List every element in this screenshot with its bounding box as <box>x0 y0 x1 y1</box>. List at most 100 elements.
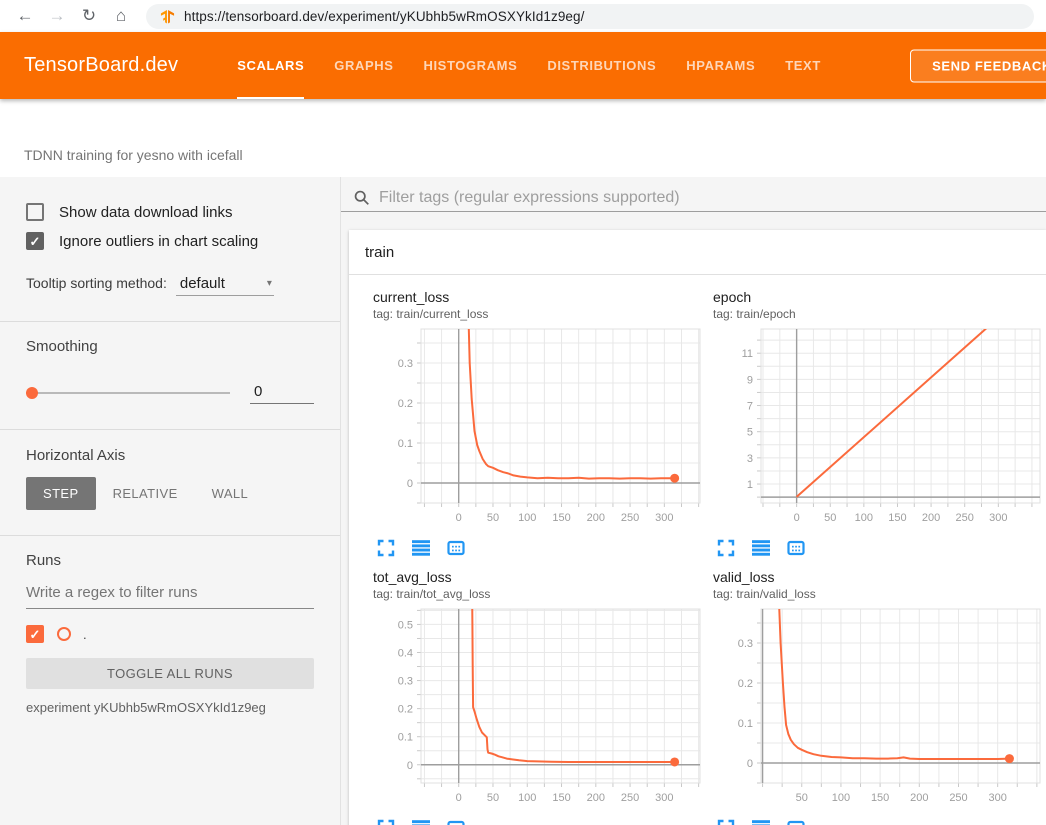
url-text: https://tensorboard.dev/experiment/yKUbh… <box>184 8 585 24</box>
show-download-links-label: Show data download links <box>59 203 233 221</box>
toggle-all-runs-button[interactable]: TOGGLE ALL RUNS <box>26 658 314 689</box>
svg-text:0: 0 <box>407 760 413 772</box>
axis-button-step[interactable]: STEP <box>26 477 96 510</box>
horizontal-axis-buttons: STEP RELATIVE WALL <box>26 477 314 510</box>
svg-text:100: 100 <box>518 512 536 524</box>
svg-text:50: 50 <box>487 792 499 804</box>
forward-icon[interactable]: → <box>48 6 66 25</box>
runs-filter-input[interactable] <box>26 584 314 609</box>
title-bar: TDNN training for yesno with icefall <box>0 99 1046 177</box>
axis-button-wall[interactable]: WALL <box>195 477 266 510</box>
tab-distributions[interactable]: DISTRIBUTIONS <box>547 58 657 73</box>
data-series-icon[interactable] <box>752 819 770 825</box>
svg-text:0.2: 0.2 <box>738 678 753 690</box>
chart-card-tot_avg_loss: tot_avg_loss tag: train/tot_avg_loss 0 50 10… <box>363 569 703 825</box>
back-icon[interactable]: ← <box>16 6 34 25</box>
line-chart[interactable]: 0 50 100 150 200 250 300 0 0.1 0.2 0.3 0.4 0.5 <box>363 605 703 813</box>
line-chart[interactable]: 0 50 100 150 200 250 300 0 0.1 0.2 0.3 <box>363 325 703 533</box>
svg-text:0: 0 <box>407 478 413 490</box>
run-row: ✓. <box>26 625 314 643</box>
expand-chart-icon[interactable] <box>377 819 395 825</box>
chart-title: tot_avg_loss <box>373 569 452 585</box>
svg-text:200: 200 <box>587 512 605 524</box>
line-chart[interactable]: 50 100 150 200 250 300 0 0.1 0.2 0.3 <box>703 605 1043 813</box>
chart-title: valid_loss <box>713 569 775 585</box>
tab-graphs[interactable]: GRAPHS <box>334 58 394 73</box>
ignore-outliers-checkbox[interactable]: ✓ <box>26 232 44 250</box>
browser-toolbar: ← → ↻ ⌂ https://tensorboard.dev/experime… <box>0 0 1046 32</box>
svg-text:100: 100 <box>518 792 536 804</box>
tag-filter-input[interactable] <box>379 188 1046 207</box>
fit-domain-icon[interactable] <box>447 819 465 825</box>
svg-text:0.1: 0.1 <box>398 438 413 450</box>
svg-text:100: 100 <box>832 792 850 804</box>
chart-toolbar <box>363 819 703 825</box>
divider <box>0 535 340 536</box>
line-chart[interactable]: 0 50 100 150 200 250 300 1 3 5 7 9 11 <box>703 325 1043 533</box>
expand-chart-icon[interactable] <box>717 819 735 825</box>
svg-text:200: 200 <box>922 512 940 524</box>
svg-text:0: 0 <box>747 758 753 770</box>
tag-group-header[interactable]: train <box>349 230 1046 275</box>
run-name: . <box>83 626 87 642</box>
svg-text:200: 200 <box>587 792 605 804</box>
slider-thumb[interactable] <box>26 386 38 399</box>
tab-hparams[interactable]: HPARAMS <box>686 58 756 73</box>
run-checkbox[interactable]: ✓ <box>26 625 44 643</box>
address-bar[interactable]: https://tensorboard.dev/experiment/yKUbh… <box>146 3 1034 29</box>
tab-text[interactable]: TEXT <box>785 58 821 73</box>
svg-text:100: 100 <box>855 512 873 524</box>
chart-title: current_loss <box>373 289 450 305</box>
run-list: ✓. <box>26 625 314 643</box>
svg-text:300: 300 <box>989 512 1007 524</box>
tooltip-sorting-select[interactable]: default ▾ <box>175 275 274 296</box>
reload-icon[interactable]: ↻ <box>81 6 97 25</box>
data-series-icon[interactable] <box>412 539 430 557</box>
runs-label: Runs <box>26 552 62 569</box>
tensorboard-favicon <box>160 9 175 23</box>
home-icon[interactable]: ⌂ <box>115 6 127 25</box>
fit-domain-icon[interactable] <box>447 539 465 557</box>
chevron-down-icon: ▾ <box>266 278 272 289</box>
divider <box>0 429 340 430</box>
ignore-outliers-row: ✓ Ignore outliers in chart scaling <box>26 232 314 250</box>
expand-chart-icon[interactable] <box>717 539 735 557</box>
svg-text:150: 150 <box>552 792 570 804</box>
tag-filter-row <box>341 184 1046 212</box>
svg-text:1: 1 <box>747 479 753 491</box>
fit-domain-icon[interactable] <box>787 819 805 825</box>
main-content: train current_loss tag: train/current_los… <box>341 177 1046 825</box>
data-series-icon[interactable] <box>752 539 770 557</box>
svg-text:300: 300 <box>989 792 1007 804</box>
tooltip-sorting-value: default <box>179 275 225 292</box>
show-download-links-row: Show data download links <box>26 203 314 221</box>
data-series-icon[interactable] <box>412 819 430 825</box>
search-icon <box>354 190 369 205</box>
tab-scalars[interactable]: SCALARS <box>222 32 319 99</box>
charts-grid: current_loss tag: train/current_loss 0 50 10… <box>349 275 1046 825</box>
smoothing-value-input[interactable] <box>250 381 314 404</box>
chart-toolbar <box>363 539 703 557</box>
svg-text:200: 200 <box>910 792 928 804</box>
svg-text:0: 0 <box>456 792 462 804</box>
show-download-links-checkbox[interactable] <box>26 203 44 221</box>
svg-text:300: 300 <box>655 792 673 804</box>
send-feedback-button[interactable]: SEND FEEDBACK <box>910 49 1046 82</box>
svg-text:250: 250 <box>956 512 974 524</box>
chart-tag: tag: train/current_loss <box>373 307 489 321</box>
app-logo: TensorBoard.dev <box>24 54 179 76</box>
chart-toolbar <box>703 819 1043 825</box>
svg-text:50: 50 <box>796 792 808 804</box>
svg-text:50: 50 <box>824 512 836 524</box>
axis-button-relative[interactable]: RELATIVE <box>96 477 195 510</box>
chart-tag: tag: train/tot_avg_loss <box>373 587 491 601</box>
svg-text:0.1: 0.1 <box>738 718 753 730</box>
fit-domain-icon[interactable] <box>787 539 805 557</box>
smoothing-slider[interactable] <box>26 386 230 400</box>
tooltip-sorting-label: Tooltip sorting method: <box>26 275 167 291</box>
svg-text:5: 5 <box>747 427 753 439</box>
expand-chart-icon[interactable] <box>377 539 395 557</box>
experiment-id-caption: experiment yKUbhb5wRmOSXYkId1z9eg <box>26 700 266 715</box>
svg-text:9: 9 <box>747 374 753 386</box>
tab-histograms[interactable]: HISTOGRAMS <box>423 58 518 73</box>
